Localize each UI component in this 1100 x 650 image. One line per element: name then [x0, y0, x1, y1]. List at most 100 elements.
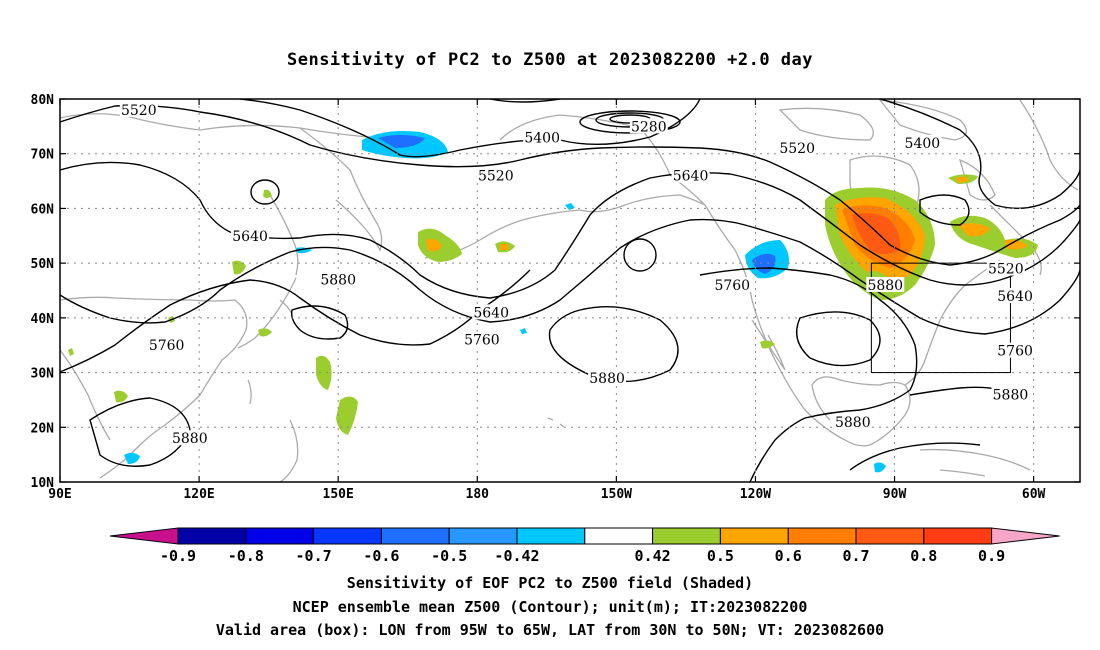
contour-label-bg	[147, 337, 186, 353]
contour-label: 5760	[149, 338, 185, 354]
colorbar-segment	[313, 527, 382, 545]
contour-label: 5880	[867, 278, 903, 294]
colorbar-segment	[855, 527, 925, 545]
colorbar-label: -0.7	[296, 547, 332, 565]
contour-label-bg	[523, 129, 562, 145]
coastlines	[60, 99, 1079, 482]
colorbar-segment	[923, 527, 993, 545]
contour-label-bg	[833, 413, 872, 429]
z500-contours	[60, 99, 1080, 482]
contour-label-bg	[866, 277, 905, 293]
colorbar-segment	[584, 527, 654, 545]
colorbar-label: -0.9	[160, 547, 196, 565]
contour-label: 5520	[121, 103, 157, 119]
negative-patch-china	[124, 452, 140, 464]
contour-labels: 5520 5280 5400 5520 5400 5520 5640 5640 5880 5640…	[119, 101, 1035, 447]
contour-label: 5760	[997, 344, 1033, 360]
lon-tick-label: 120E	[183, 487, 214, 502]
contour-label-bg	[996, 287, 1035, 303]
contour-label: 5520	[779, 141, 815, 157]
contour-label-bg	[170, 430, 209, 446]
contour-5880	[60, 267, 918, 482]
contour-label: 5880	[993, 387, 1029, 403]
contour-label-bg	[713, 277, 752, 293]
colorbar-label: -0.5	[431, 547, 467, 565]
lon-tick-label: 90E	[48, 487, 71, 502]
lon-tick-label: 180	[466, 487, 490, 502]
contour-label: 5880	[172, 431, 208, 447]
colorbar-label: 0.8	[910, 547, 937, 565]
contour-5760	[60, 218, 1080, 335]
contour-label-bg	[119, 101, 158, 117]
contour-label: 5520	[478, 169, 514, 185]
lat-tick-label: 20N	[31, 421, 55, 436]
lon-tick-label: 120W	[740, 487, 771, 502]
contour-label-bg	[231, 227, 270, 243]
colorbar-tip-high	[991, 527, 1060, 545]
contour-5640	[60, 161, 1080, 299]
colorbar-segment	[177, 527, 247, 545]
colorbar-segment	[448, 527, 518, 545]
map-frame	[59, 98, 1081, 483]
contour-label: 5400	[905, 136, 941, 152]
lat-tick-label: 60N	[31, 202, 55, 217]
contour-5400	[239, 99, 701, 158]
longitude-ticks: 90E 120E 150E 180 150W 120W 90W 60W	[48, 99, 1046, 502]
contour-label-bg	[778, 140, 817, 156]
colorbar-label: 0.42	[635, 547, 671, 565]
caption-contour: NCEP ensemble mean Z500 (Contour); unit(…	[292, 598, 808, 616]
lat-tick-label: 70N	[31, 148, 55, 163]
contour-label: 5640	[673, 169, 709, 185]
contour-label: 5520	[988, 262, 1024, 278]
colorbar-tip-low	[109, 527, 179, 545]
contour-label-bg	[903, 134, 942, 150]
colorbar-label: -0.8	[228, 547, 264, 565]
contour-label-bg	[462, 331, 501, 347]
contour-label-bg	[986, 260, 1025, 276]
contour-label: 5640	[232, 229, 268, 245]
positive-patch-west-pacific	[316, 355, 332, 390]
page-title: Sensitivity of PC2 to Z500 at 2023082200…	[286, 50, 813, 70]
colorbar-segment	[245, 527, 315, 545]
contour-label-bg	[629, 118, 668, 134]
colorbar-segment	[380, 527, 450, 545]
colorbar-label: -0.6	[363, 547, 399, 565]
caption-shading: Sensitivity of EOF PC2 to Z500 field (Sh…	[346, 574, 754, 592]
colorbar-label: 0.6	[775, 547, 802, 565]
colorbar-label: 0.9	[978, 547, 1005, 565]
contour-label-bg	[588, 370, 627, 386]
contour-label-bg	[991, 386, 1030, 402]
colorbar-label: 0.5	[707, 547, 734, 565]
gridlines	[60, 99, 1080, 482]
lat-tick-label: 50N	[31, 257, 55, 272]
contour-label-bg	[476, 167, 515, 183]
lon-tick-label: 60W	[1022, 487, 1046, 502]
colorbar: -0.9 -0.8 -0.7 -0.6 -0.5 -0.42 0.42 0.5 0.6 0.7 0.…	[109, 527, 1060, 565]
contour-label: 5880	[835, 415, 871, 431]
negative-patch-kamchatka-core	[378, 135, 425, 148]
colorbar-label: -0.42	[494, 547, 539, 565]
contour-label: 5760	[714, 278, 750, 294]
colorbar-segment	[516, 527, 586, 545]
contour-label: 5880	[589, 371, 625, 387]
lon-tick-label: 150W	[601, 487, 632, 502]
contour-label: 5640	[473, 305, 509, 321]
contour-label: 5400	[524, 130, 560, 146]
colorbar-segment	[652, 527, 721, 545]
colorbar-label: 0.7	[842, 547, 869, 565]
contour-label-bg	[472, 304, 511, 320]
contour-label: 5280	[631, 119, 667, 135]
contour-label-bg	[319, 271, 358, 287]
caption-valid-area: Valid area (box): LON from 95W to 65W, L…	[215, 621, 885, 639]
contour-label: 5880	[320, 273, 356, 289]
contour-5520	[60, 104, 1080, 266]
lon-tick-label: 150E	[323, 487, 354, 502]
lat-tick-label: 30N	[31, 367, 55, 382]
colorbar-segment	[787, 527, 857, 545]
lon-tick-label: 90W	[883, 487, 907, 502]
contour-label-bg	[996, 342, 1035, 358]
colorbar-segment	[719, 527, 789, 545]
latitude-ticks: 80N 70N 60N 50N 40N 30N 20N 10N	[31, 93, 1080, 491]
contour-label-bg	[671, 167, 710, 183]
